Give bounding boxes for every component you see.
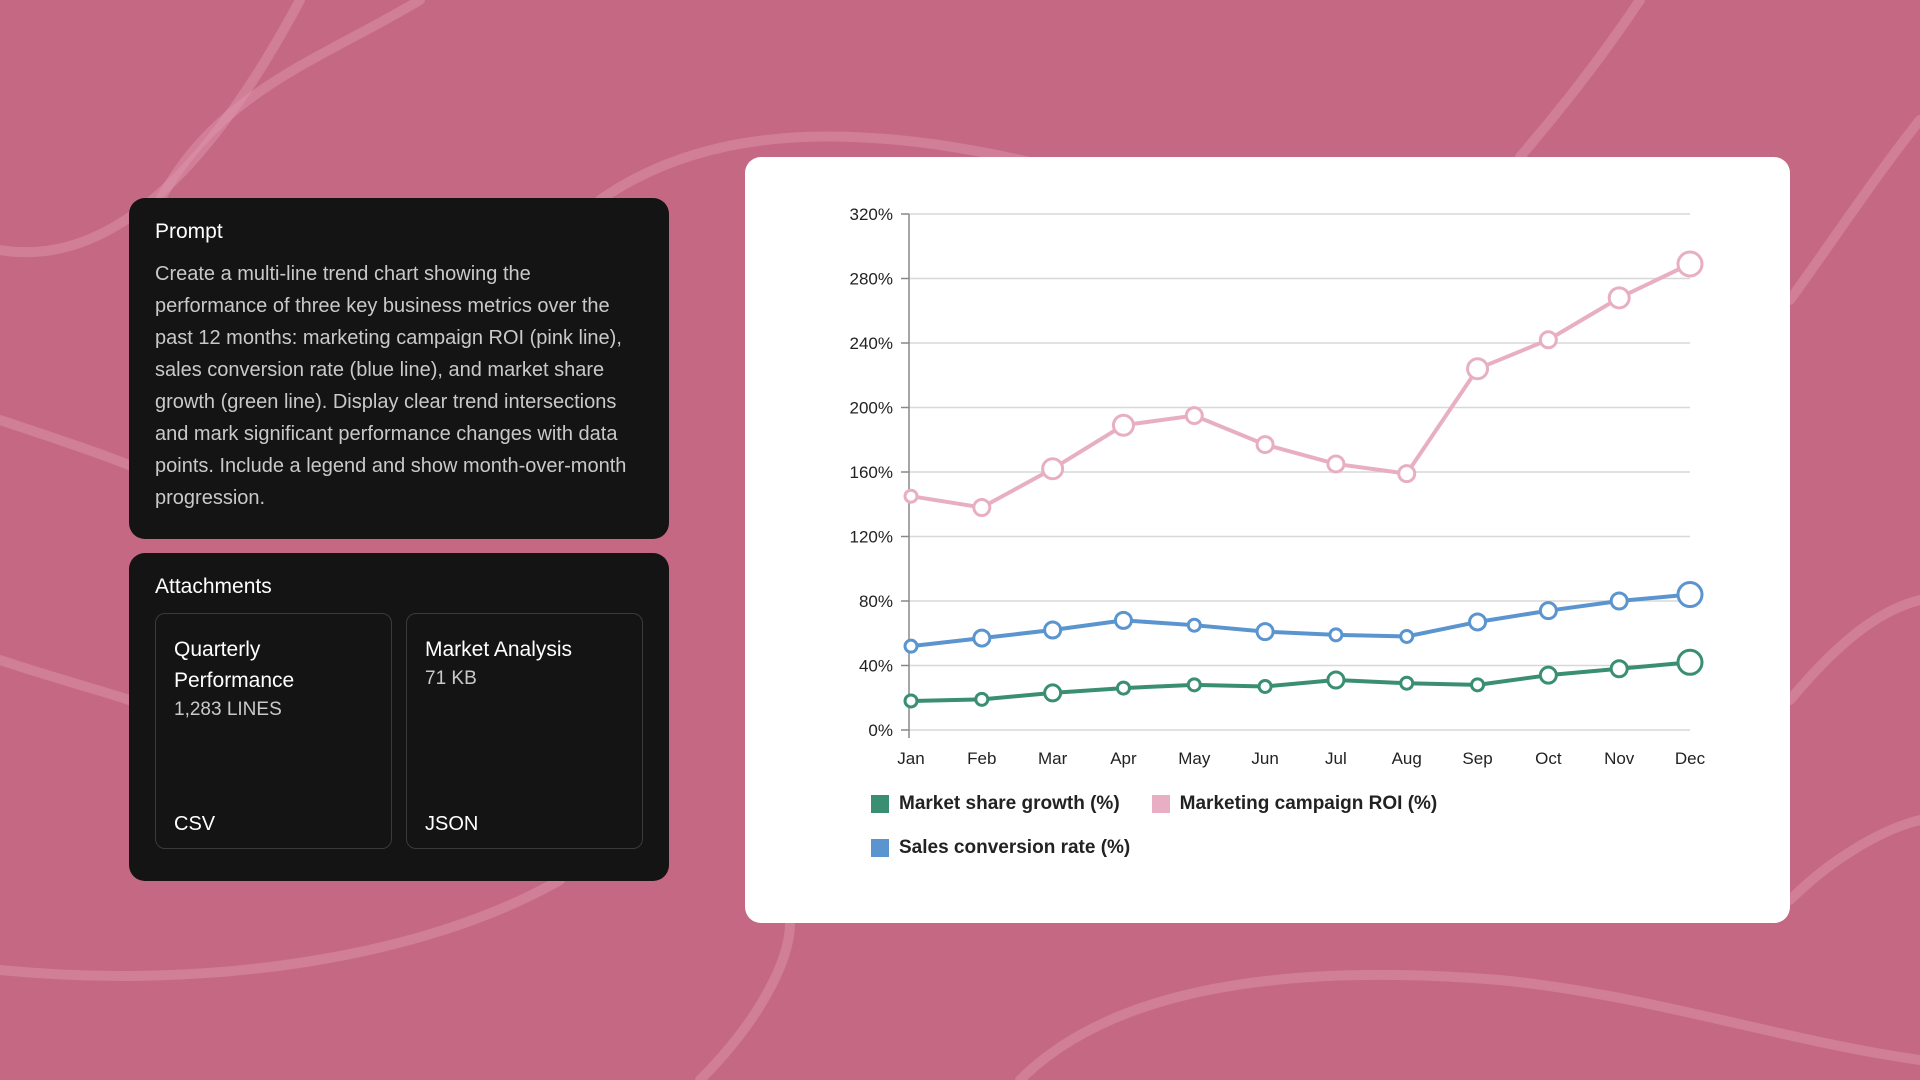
prompt-text: Create a multi-line trend chart showing … (155, 263, 627, 509)
series-line-sales-conversion-rate (909, 592, 1692, 649)
y-tick-label: 320% (850, 205, 893, 224)
attachment-name: Market Analysis (425, 638, 573, 661)
chart-panel: 0% 40% 80% 120% 160% 200% 240% 280% 320% Jan Feb Ma… (745, 157, 1790, 923)
data-point (1397, 464, 1417, 484)
data-point (903, 693, 919, 709)
legend-item: Sales conversion rate (%) (871, 837, 1491, 859)
attachment-tile-market[interactable]: Market Analysis 71 KB JSON (406, 613, 643, 849)
data-point (1326, 670, 1346, 690)
x-tick-label: May (1178, 749, 1211, 768)
data-point (1607, 286, 1631, 310)
x-tick-label: Nov (1604, 749, 1635, 768)
attachment-meta: 1,283 LINES (174, 699, 282, 720)
data-point (1257, 678, 1273, 694)
attachments-list: Quarterly Performance 1,283 LINES CSV Ma… (155, 613, 643, 849)
chart-legend: Market share growth (%) Marketing campaig… (871, 793, 1491, 859)
legend-item: Market share growth (%) (871, 793, 1120, 815)
attachment-type: JSON (425, 813, 479, 835)
attachment-name: Quarterly Performance (174, 638, 295, 692)
data-point (1043, 620, 1063, 640)
x-tick-label: Dec (1675, 749, 1706, 768)
attachment-meta: 71 KB (425, 668, 477, 689)
legend-label: Sales conversion rate (%) (899, 837, 1131, 858)
data-point (1186, 617, 1202, 633)
data-point (1609, 591, 1629, 611)
data-point (1470, 677, 1486, 693)
data-point (1676, 648, 1704, 676)
data-point (1676, 250, 1704, 278)
data-point (1111, 413, 1135, 437)
data-point (1538, 665, 1558, 685)
y-tick-label: 80% (859, 592, 893, 611)
legend-label: Marketing campaign ROI (%) (1179, 793, 1438, 814)
x-tick-label: Mar (1038, 749, 1068, 768)
data-point (1186, 677, 1202, 693)
data-point (1113, 610, 1133, 630)
prompt-title: Prompt (155, 220, 223, 243)
y-tick-label: 200% (850, 399, 893, 418)
data-point (903, 488, 919, 504)
legend-swatch (1151, 795, 1170, 813)
x-tick-label: Jul (1325, 749, 1347, 768)
legend-swatch (871, 839, 889, 857)
y-tick-label: 120% (850, 528, 893, 547)
data-point (1466, 357, 1490, 381)
y-tick-label: 40% (859, 657, 893, 676)
x-tick-label: Feb (967, 749, 996, 768)
attachments-panel: Attachments Quarterly Performance 1,283 … (129, 553, 669, 881)
data-point (1255, 435, 1275, 455)
y-tick-label: 240% (850, 334, 893, 353)
series-line-marketing-campaign-roi (909, 261, 1692, 510)
line-chart: 0% 40% 80% 120% 160% 200% 240% 280% 320% Jan Feb Ma… (850, 205, 1706, 768)
x-tick-label: Apr (1110, 749, 1137, 768)
prompt-panel: Prompt Create a multi-line trend chart s… (129, 198, 669, 539)
attachment-tile-quarterly[interactable]: Quarterly Performance 1,283 LINES CSV (155, 613, 392, 849)
y-tick-label: 160% (850, 463, 893, 482)
data-point (974, 691, 990, 707)
data-point (1326, 454, 1346, 474)
data-point (1399, 628, 1415, 644)
legend-label: Market share growth (%) (899, 793, 1120, 814)
series-line-market-share-growth (909, 660, 1692, 703)
data-point (1399, 675, 1415, 691)
x-tick-label: Sep (1462, 749, 1492, 768)
y-tick-label: 0% (868, 721, 893, 740)
data-point (903, 638, 919, 654)
data-point (1468, 612, 1488, 632)
attachments-title: Attachments (155, 575, 272, 598)
data-point (1328, 627, 1344, 643)
y-tick-label: 280% (850, 270, 893, 289)
data-point (972, 628, 992, 648)
data-point (1676, 581, 1704, 609)
x-tick-label: Jan (897, 749, 924, 768)
data-point (1184, 406, 1204, 426)
attachment-type: CSV (174, 813, 216, 835)
data-point (1538, 330, 1558, 350)
data-point (1255, 622, 1275, 642)
x-tick-label: Aug (1392, 749, 1422, 768)
data-point (1609, 659, 1629, 679)
data-point (1043, 683, 1063, 703)
legend-swatch (871, 795, 889, 813)
data-point (972, 497, 992, 517)
data-point (1538, 601, 1558, 621)
data-point (1115, 680, 1131, 696)
x-tick-label: Jun (1251, 749, 1278, 768)
legend-item: Marketing campaign ROI (%) (1151, 793, 1438, 815)
data-point (1041, 457, 1065, 481)
x-tick-label: Oct (1535, 749, 1562, 768)
